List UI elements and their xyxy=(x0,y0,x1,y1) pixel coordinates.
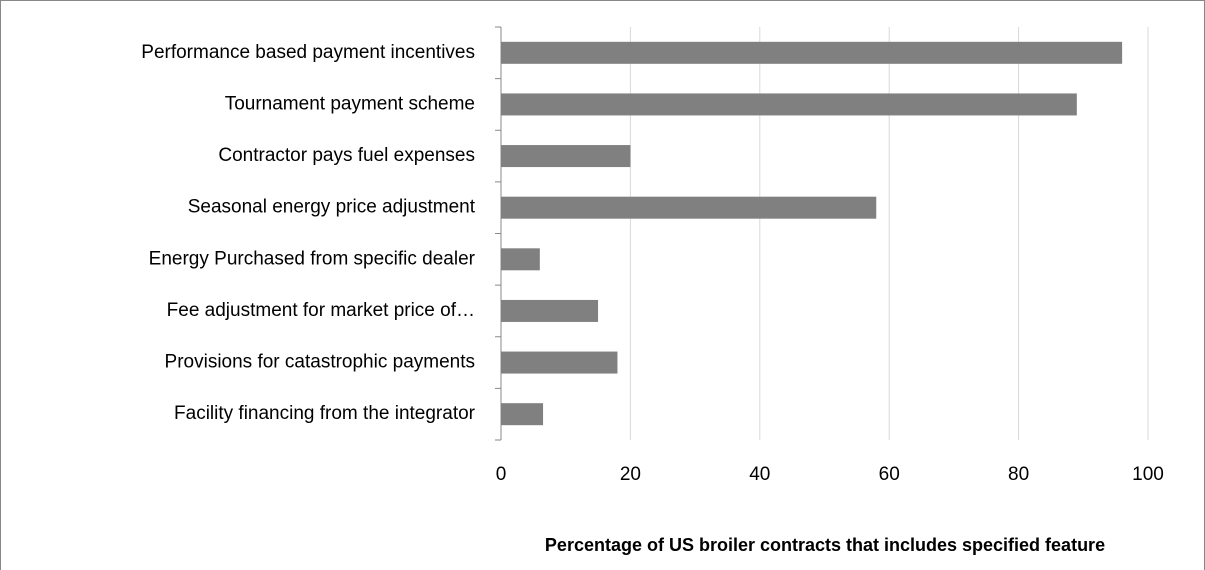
y-tick-label: Performance based payment incentives xyxy=(141,42,475,63)
y-tick-label: Provisions for catastrophic payments xyxy=(165,352,475,373)
x-tick-label: 40 xyxy=(749,464,770,485)
y-tick-label: Energy Purchased from specific dealer xyxy=(149,248,476,269)
y-tick-label: Fee adjustment for market price of… xyxy=(167,300,475,321)
x-axis-title: Percentage of US broiler contracts that … xyxy=(545,535,1105,555)
bar xyxy=(501,299,599,322)
x-tick-label: 20 xyxy=(620,464,641,485)
x-tick-label: 60 xyxy=(879,464,900,485)
bar xyxy=(501,403,544,426)
x-tick-label: 0 xyxy=(496,464,507,485)
bar xyxy=(501,41,1123,64)
bar xyxy=(501,351,618,374)
bar xyxy=(501,196,877,219)
bar xyxy=(501,145,631,168)
bar xyxy=(501,248,540,271)
y-tick-label: Tournament payment scheme xyxy=(225,93,475,114)
bar xyxy=(501,93,1077,116)
y-tick-label: Contractor pays fuel expenses xyxy=(218,145,475,166)
x-tick-label: 100 xyxy=(1132,464,1164,485)
y-tick-label: Facility financing from the integrator xyxy=(174,403,476,424)
x-tick-label: 80 xyxy=(1008,464,1029,485)
y-tick-label: Seasonal energy price adjustment xyxy=(188,197,476,218)
